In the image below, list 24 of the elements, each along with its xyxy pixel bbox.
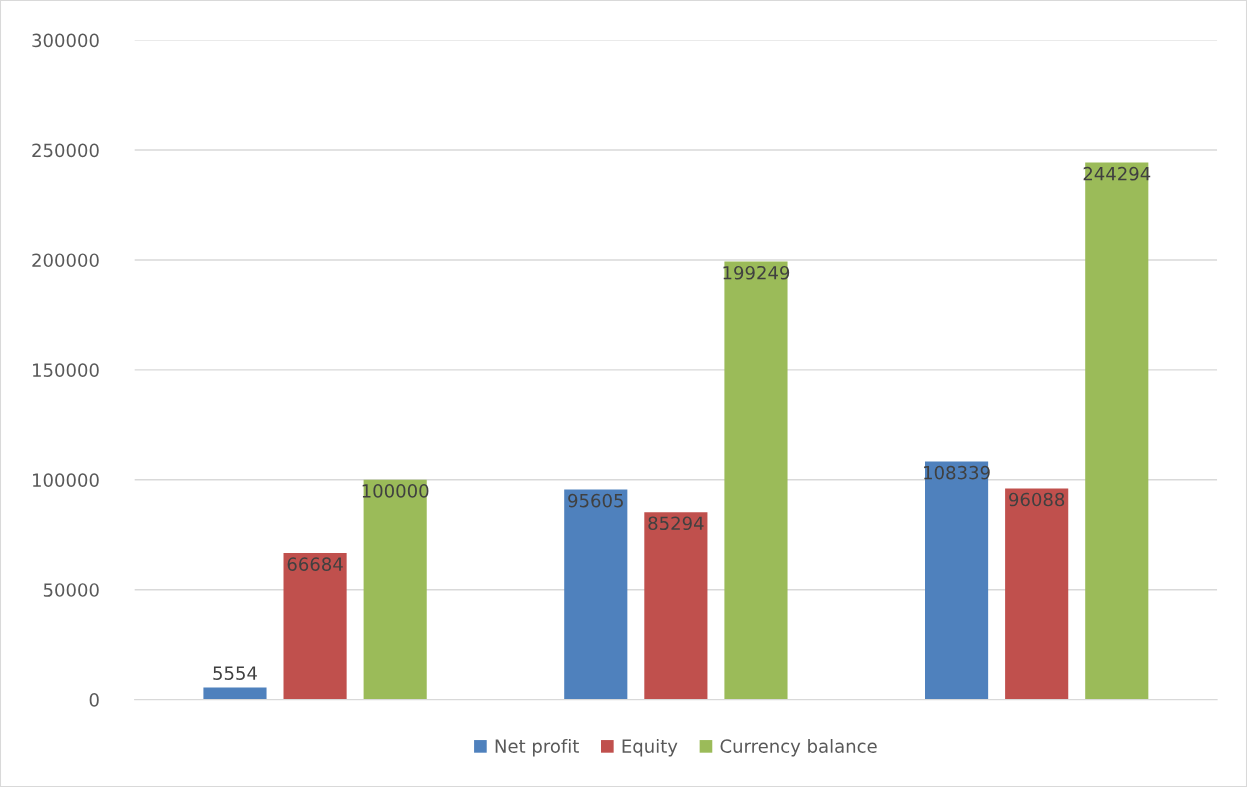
- bar: [925, 461, 989, 700]
- data-label: 85294: [648, 516, 704, 531]
- bar: [363, 479, 427, 700]
- bar: [1085, 162, 1149, 700]
- legend-label: Net profit: [495, 738, 579, 757]
- bar: [564, 489, 628, 700]
- data-label: 66684: [287, 557, 343, 571]
- y-tick-label: 200000: [32, 253, 99, 268]
- data-label: 95605: [568, 493, 623, 508]
- bar: [724, 261, 788, 700]
- bar: [644, 512, 708, 700]
- y-tick-label: 100000: [33, 473, 99, 487]
- y-tick-label: 150000: [33, 363, 99, 378]
- y-tick-label: 300000: [32, 33, 99, 48]
- legend-label: Currency balance: [720, 738, 877, 757]
- bar: [283, 553, 347, 700]
- y-tick-label: 250000: [32, 143, 99, 158]
- legend-label: Equity: [622, 738, 678, 757]
- y-tick-label: 0: [89, 693, 99, 707]
- bar: [203, 687, 267, 700]
- y-tick-label: 50000: [43, 583, 99, 597]
- data-label: 96088: [1009, 492, 1065, 507]
- data-label: 5554: [213, 666, 257, 680]
- bar: [1005, 488, 1069, 700]
